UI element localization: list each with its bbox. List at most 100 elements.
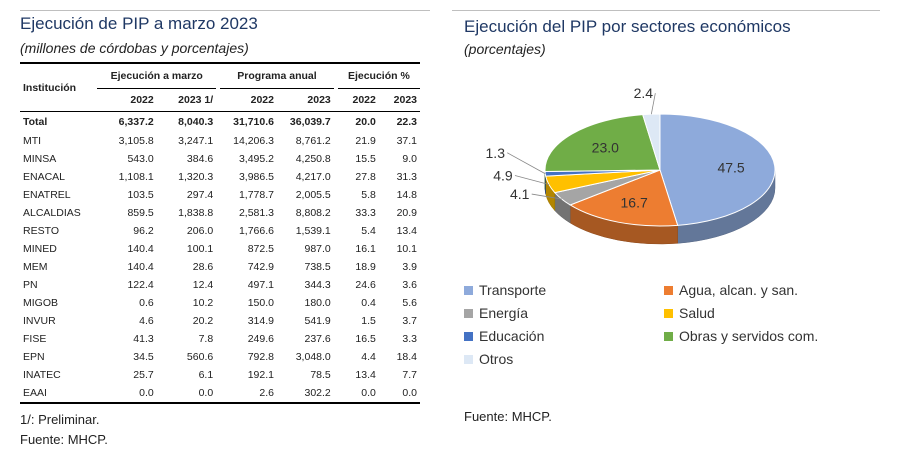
cell-institucion: Total bbox=[23, 116, 48, 128]
cell-value: 6.1 bbox=[198, 369, 214, 381]
cell-institucion: MTI bbox=[23, 135, 42, 147]
cell-institucion: ENATREL bbox=[23, 189, 71, 201]
cell-value: 5.8 bbox=[361, 189, 376, 201]
cell-value: 3.3 bbox=[402, 333, 417, 345]
header-programa-anual: Programa anual bbox=[220, 62, 334, 89]
cell-value: 28.6 bbox=[192, 261, 214, 273]
cell-value: 140.4 bbox=[127, 243, 154, 255]
cell-value: 792.8 bbox=[247, 351, 274, 363]
cell-value: 10.1 bbox=[396, 243, 417, 255]
cell-value: 24.6 bbox=[355, 279, 376, 291]
pie-slice bbox=[659, 113, 776, 226]
footnote-preliminar: 1/: Preliminar. bbox=[20, 412, 100, 427]
legend-label: Energía bbox=[479, 305, 529, 321]
table-row: RESTO 96.2 206.0 1,766.6 1,539.1 5.4 13.4 bbox=[20, 222, 420, 240]
legend-item: Agua, alcan. y san. bbox=[664, 282, 798, 298]
cell-value: 859.5 bbox=[127, 207, 154, 219]
cell-value: 5.6 bbox=[402, 297, 417, 309]
cell-institucion: MINSA bbox=[23, 153, 57, 165]
cell-value: 5.4 bbox=[361, 225, 376, 237]
cell-institucion: ENACAL bbox=[23, 171, 66, 183]
cell-value: 1,838.8 bbox=[178, 207, 214, 219]
cell-value: 14.8 bbox=[396, 189, 417, 201]
legend-label: Educación bbox=[479, 328, 545, 344]
cell-value: 0.0 bbox=[337, 384, 379, 404]
cell-value: 3,247.1 bbox=[178, 135, 214, 147]
cell-value: 31.3 bbox=[396, 171, 417, 183]
cell-institucion: FISE bbox=[23, 333, 47, 345]
pie-slice bbox=[544, 114, 661, 173]
chart-source: Fuente: MHCP. bbox=[464, 409, 552, 424]
pie-value-label: 23.0 bbox=[592, 140, 619, 156]
pie-value-label: 2.4 bbox=[634, 88, 654, 101]
cell-value: 20.2 bbox=[192, 315, 214, 327]
cell-value: 1,539.1 bbox=[295, 225, 331, 237]
cell-value: 15.5 bbox=[355, 153, 376, 165]
cell-value: 18.4 bbox=[396, 351, 417, 363]
cell-value: 1,108.1 bbox=[118, 171, 154, 183]
cell-institucion: INATEC bbox=[23, 369, 61, 381]
cell-value: 18.9 bbox=[355, 261, 376, 273]
table-header-row-2: 2022 2023 1/ 2022 2023 2022 2023 bbox=[20, 88, 420, 112]
header-year: 2023 bbox=[276, 88, 334, 112]
header-ejecucion-marzo: Ejecución a marzo bbox=[97, 62, 217, 89]
cell-value: 1,766.6 bbox=[238, 225, 274, 237]
cell-value: 9.0 bbox=[402, 153, 417, 165]
legend-swatch bbox=[664, 331, 673, 341]
right-top-rule bbox=[452, 10, 880, 11]
pie-value-label: 47.5 bbox=[717, 159, 744, 175]
cell-value: 0.0 bbox=[378, 384, 420, 404]
header-year: 2023 bbox=[378, 88, 420, 112]
cell-institucion: MIGOB bbox=[23, 297, 59, 309]
header-year: 2022 bbox=[97, 88, 157, 112]
cell-value: 140.4 bbox=[127, 261, 154, 273]
table-row: MINED 140.4 100.1 872.5 987.0 16.1 10.1 bbox=[20, 240, 420, 258]
table-body: Total 6,337.2 8,040.3 31,710.6 36,039.7 20.0 2… bbox=[20, 112, 420, 404]
legend-label: Transporte bbox=[479, 282, 547, 298]
cell-value: 180.0 bbox=[304, 297, 331, 309]
header-year: 2023 1/ bbox=[156, 88, 217, 112]
cell-value: 20.9 bbox=[396, 207, 417, 219]
cell-value: 6,337.2 bbox=[118, 116, 154, 128]
cell-institucion: PN bbox=[23, 279, 38, 291]
cell-value: 541.9 bbox=[304, 315, 331, 327]
cell-value: 31,710.6 bbox=[233, 116, 274, 128]
cell-value: 7.8 bbox=[198, 333, 214, 345]
table-row: INATEC 25.7 6.1 192.1 78.5 13.4 7.7 bbox=[20, 366, 420, 384]
legend-label: Obras y servidos com. bbox=[679, 328, 819, 344]
cell-institucion: ALCALDIAS bbox=[23, 207, 81, 219]
cell-value: 8,808.2 bbox=[295, 207, 331, 219]
legend-item: Energía bbox=[464, 305, 528, 321]
cell-value: 297.4 bbox=[186, 189, 214, 201]
cell-value: 237.6 bbox=[304, 333, 331, 345]
cell-value: 3.9 bbox=[402, 261, 417, 273]
cell-value: 16.5 bbox=[355, 333, 376, 345]
pie-value-label: 4.9 bbox=[493, 168, 513, 184]
pie-leader-line bbox=[514, 175, 550, 185]
header-year: 2022 bbox=[220, 88, 277, 112]
chart-subtitle: (porcentajes) bbox=[464, 41, 546, 57]
legend-swatch bbox=[464, 285, 473, 295]
cell-value: 16.1 bbox=[355, 243, 376, 255]
cell-value: 37.1 bbox=[396, 135, 417, 147]
cell-value: 103.5 bbox=[127, 189, 154, 201]
table-subtitle: (millones de córdobas y porcentajes) bbox=[20, 40, 249, 56]
table-row: EPN 34.5 560.6 792.8 3,048.0 4.4 18.4 bbox=[20, 348, 420, 366]
legend-item: Salud bbox=[664, 305, 715, 321]
table-title: Ejecución de PIP a marzo 2023 bbox=[20, 14, 258, 33]
table-row: MEM 140.4 28.6 742.9 738.5 18.9 3.9 bbox=[20, 258, 420, 276]
cell-value: 10.2 bbox=[192, 297, 214, 309]
legend-swatch bbox=[464, 354, 473, 364]
cell-value: 497.1 bbox=[247, 279, 274, 291]
pie-leader-line bbox=[531, 193, 562, 200]
cell-value: 8,761.2 bbox=[295, 135, 331, 147]
cell-value: 742.9 bbox=[247, 261, 274, 273]
cell-value: 27.8 bbox=[355, 171, 376, 183]
cell-value: 3,048.0 bbox=[295, 351, 331, 363]
cell-value: 4.6 bbox=[139, 315, 154, 327]
cell-value: 21.9 bbox=[355, 135, 376, 147]
cell-value: 36,039.7 bbox=[289, 116, 331, 128]
cell-value: 4.4 bbox=[361, 351, 376, 363]
pie-leader-line bbox=[650, 93, 656, 115]
cell-value: 2.6 bbox=[220, 384, 277, 404]
